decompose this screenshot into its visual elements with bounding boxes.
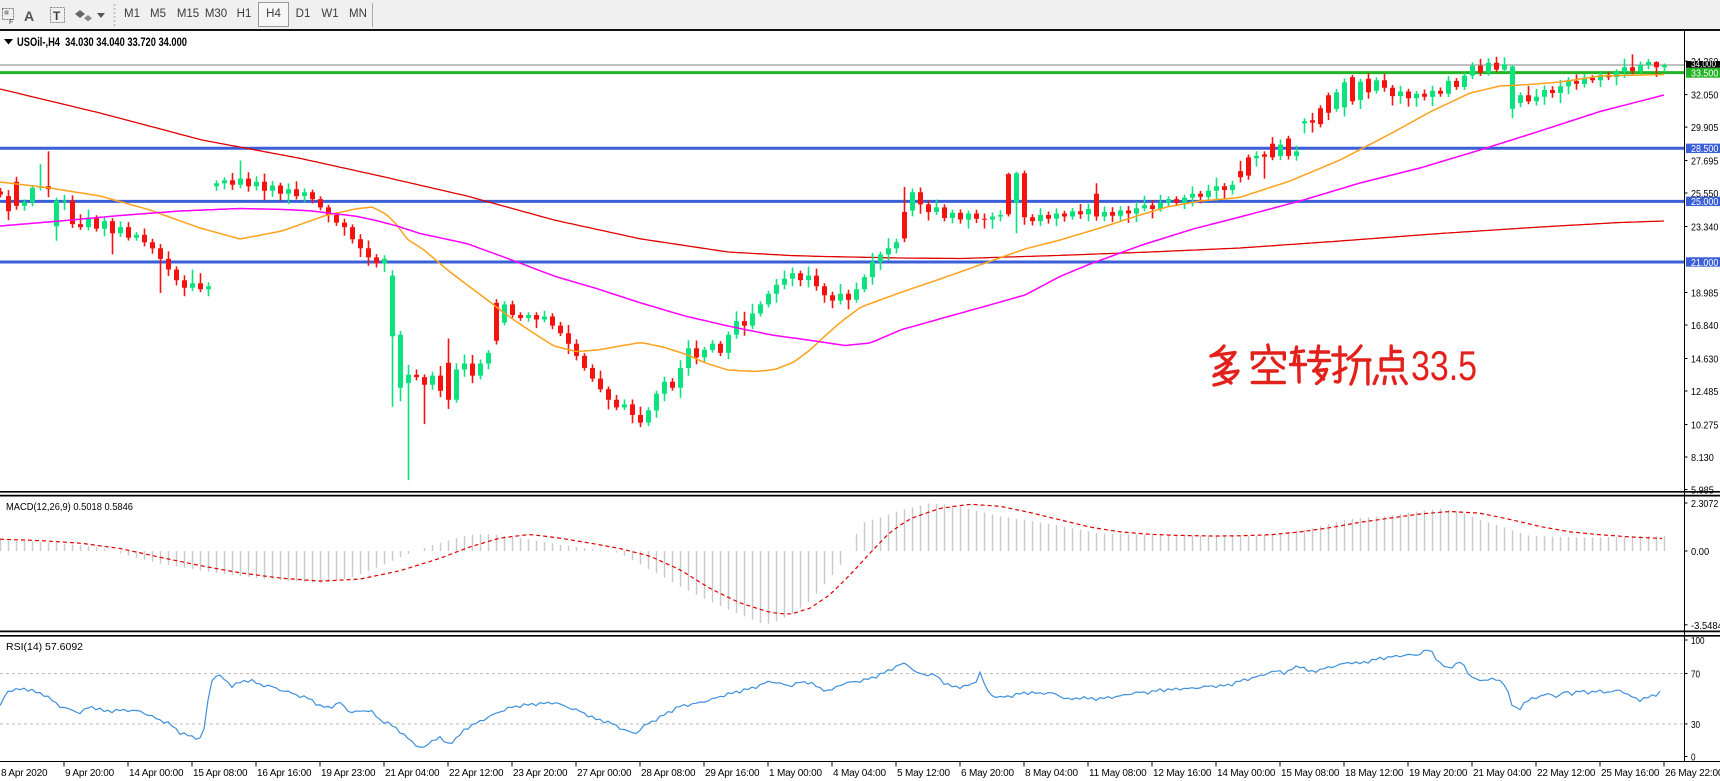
svg-text:1 May 00:00: 1 May 00:00 xyxy=(769,768,822,779)
svg-text:6 May 20:00: 6 May 20:00 xyxy=(961,768,1014,779)
svg-text:32.050: 32.050 xyxy=(1691,90,1718,102)
svg-text:USOil-,H4 34.030 34.040 33.72: USOil-,H4 34.030 34.040 33.720 34.000 xyxy=(17,37,187,49)
svg-text:18.985: 18.985 xyxy=(1691,288,1718,300)
svg-text:5 May 12:00: 5 May 12:00 xyxy=(897,768,950,779)
svg-text:9 Apr 20:00: 9 Apr 20:00 xyxy=(65,768,115,779)
svg-text:15 Apr 08:00: 15 Apr 08:00 xyxy=(193,768,248,779)
svg-text:16 Apr 16:00: 16 Apr 16:00 xyxy=(257,768,312,779)
svg-text:26 May 22:00: 26 May 22:00 xyxy=(1665,768,1720,779)
svg-text:12.485: 12.485 xyxy=(1691,386,1718,398)
svg-text:4 May 04:00: 4 May 04:00 xyxy=(833,768,886,779)
svg-text:29 Apr 16:00: 29 Apr 16:00 xyxy=(705,768,760,779)
svg-text:33.500: 33.500 xyxy=(1691,68,1718,80)
svg-text:28 Apr 08:00: 28 Apr 08:00 xyxy=(641,768,696,779)
svg-text:21 Apr 04:00: 21 Apr 04:00 xyxy=(385,768,440,779)
svg-text:14 May 00:00: 14 May 00:00 xyxy=(1217,768,1276,779)
svg-text:15 May 08:00: 15 May 08:00 xyxy=(1281,768,1340,779)
svg-text:F: F xyxy=(9,19,13,26)
svg-text:30: 30 xyxy=(1691,719,1700,731)
svg-text:28.500: 28.500 xyxy=(1691,143,1718,155)
svg-text:34.000: 34.000 xyxy=(1691,59,1716,69)
svg-text:14 Apr 00:00: 14 Apr 00:00 xyxy=(129,768,184,779)
svg-text:0: 0 xyxy=(1691,752,1696,764)
svg-text:8 May 04:00: 8 May 04:00 xyxy=(1025,768,1078,779)
svg-text:8.130: 8.130 xyxy=(1691,452,1714,464)
svg-text:0.00: 0.00 xyxy=(1691,546,1709,558)
svg-text:A: A xyxy=(24,8,34,24)
svg-text:-3.5484: -3.5484 xyxy=(1691,620,1720,632)
svg-text:18 May 12:00: 18 May 12:00 xyxy=(1345,768,1404,779)
svg-text:19 May 20:00: 19 May 20:00 xyxy=(1409,768,1468,779)
svg-text:10.275: 10.275 xyxy=(1691,420,1718,432)
svg-text:22 Apr 12:00: 22 Apr 12:00 xyxy=(449,768,504,779)
svg-text:T: T xyxy=(53,9,61,23)
svg-text:25 May 16:00: 25 May 16:00 xyxy=(1601,768,1660,779)
svg-text:23.340: 23.340 xyxy=(1691,222,1718,234)
svg-text:22 May 12:00: 22 May 12:00 xyxy=(1537,768,1596,779)
svg-text:14.630: 14.630 xyxy=(1691,354,1718,366)
svg-text:29.905: 29.905 xyxy=(1691,122,1718,134)
svg-text:70: 70 xyxy=(1691,669,1700,681)
svg-text:8 Apr 2020: 8 Apr 2020 xyxy=(1,768,48,779)
svg-text:11 May 08:00: 11 May 08:00 xyxy=(1089,768,1147,779)
svg-text:21 May 04:00: 21 May 04:00 xyxy=(1473,768,1532,779)
svg-text:21.000: 21.000 xyxy=(1691,257,1718,269)
svg-text:25.000: 25.000 xyxy=(1691,196,1718,208)
svg-text:27 Apr 00:00: 27 Apr 00:00 xyxy=(577,768,632,779)
svg-text:5.985: 5.985 xyxy=(1691,485,1714,497)
svg-text:33.5: 33.5 xyxy=(1411,342,1477,389)
svg-text:23 Apr 20:00: 23 Apr 20:00 xyxy=(513,768,568,779)
svg-text:2.3072: 2.3072 xyxy=(1691,498,1718,510)
svg-text:16.840: 16.840 xyxy=(1691,320,1718,332)
svg-text:RSI(14) 57.6092: RSI(14) 57.6092 xyxy=(6,641,83,653)
svg-text:12 May 16:00: 12 May 16:00 xyxy=(1153,768,1212,779)
svg-text:27.695: 27.695 xyxy=(1691,156,1718,168)
svg-text:100: 100 xyxy=(1691,635,1705,647)
svg-text:19 Apr 23:00: 19 Apr 23:00 xyxy=(321,768,376,779)
svg-text:MACD(12,26,9) 0.5018 0.5846: MACD(12,26,9) 0.5018 0.5846 xyxy=(6,501,133,513)
